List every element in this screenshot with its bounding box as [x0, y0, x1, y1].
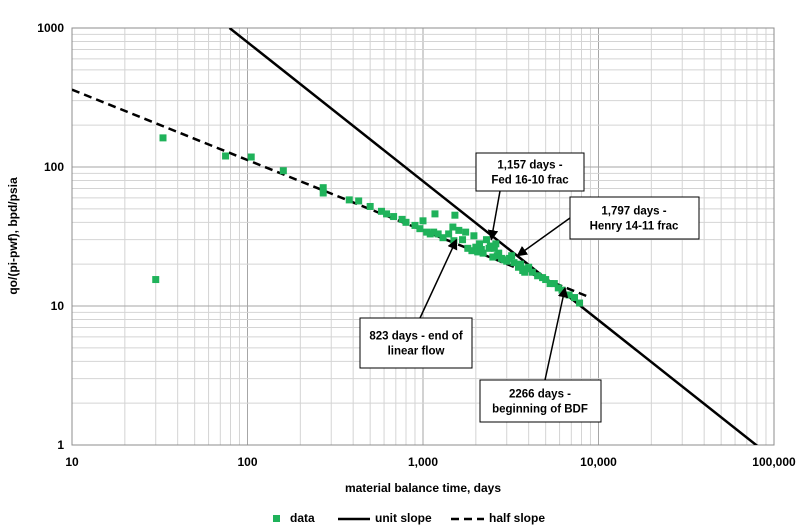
data-point: [402, 218, 410, 226]
data-point: [534, 272, 542, 280]
annotation: 1,157 days - Fed 16-10 frac: [475, 152, 585, 241]
data-point: [492, 240, 500, 248]
data-point: [449, 223, 457, 231]
annotation-arrow: [419, 238, 458, 319]
x-tick-label: 10,000: [580, 455, 617, 469]
annotation-arrow: [516, 217, 571, 257]
x-axis-title: material balance time, days: [345, 481, 501, 495]
annotation-box: [479, 379, 602, 423]
data-point: [510, 259, 518, 267]
data-points: [152, 134, 584, 307]
data-point: [279, 167, 287, 175]
data-point: [528, 268, 536, 276]
plot-border: [71, 27, 775, 446]
annotation: 823 days - end of linear flow: [359, 238, 473, 369]
annotation-text: 1,157 days -: [497, 160, 562, 172]
y-tick-label: 10: [51, 299, 65, 313]
annotation-arrow: [487, 190, 501, 241]
data-point: [366, 202, 374, 210]
half-slope-line: [72, 88, 591, 299]
annotation-arrow: [544, 286, 569, 381]
data-point: [489, 253, 497, 261]
legend-data-marker: [273, 515, 280, 522]
data-point: [542, 276, 550, 284]
x-tick-label: 100: [237, 455, 257, 469]
annotations: 1,157 days - Fed 16-10 frac 1,797 days - He…: [359, 152, 700, 423]
y-tick-label: 100: [44, 160, 64, 174]
annotation: 2266 days - beginning of BDF: [479, 286, 602, 423]
x-tick-labels: 10 100 1,000 10,000 100,000: [65, 455, 796, 469]
data-point: [576, 299, 584, 307]
data-point: [423, 228, 431, 236]
y-axis-title: qo/(pi-pwf), bpd/psia: [6, 177, 20, 295]
annotation: 1,797 days - Henry 14-11 frac: [516, 196, 700, 257]
annotation-box: [359, 317, 473, 369]
data-point: [459, 236, 467, 244]
data-point: [482, 236, 490, 244]
data-point: [517, 260, 525, 268]
data-point: [431, 210, 439, 218]
legend: data unit slope half slope: [273, 511, 545, 525]
data-point: [546, 280, 554, 288]
data-point: [411, 221, 419, 229]
data-point: [451, 211, 459, 219]
data-point: [462, 228, 470, 236]
annotation-text: 823 days - end of: [369, 331, 462, 343]
y-tick-labels: 1 10 100 1000: [37, 21, 64, 452]
y-tick-label: 1000: [37, 21, 64, 35]
legend-data-label: data: [290, 511, 315, 525]
data-point: [383, 210, 391, 218]
data-point: [430, 228, 438, 236]
data-point: [508, 252, 516, 260]
data-point: [571, 294, 579, 302]
data-point: [222, 152, 230, 160]
data-point: [495, 249, 503, 257]
x-tick-label: 1,000: [408, 455, 438, 469]
annotation-text: Henry 14-11 frac: [590, 221, 679, 233]
data-point: [355, 197, 363, 205]
data-point: [345, 196, 353, 204]
y-tick-label: 1: [57, 438, 64, 452]
annotation-text: beginning of BDF: [492, 404, 588, 416]
data-point: [490, 244, 498, 252]
data-point: [398, 215, 406, 223]
data-point: [377, 207, 385, 215]
data-point: [565, 291, 573, 299]
grid-lines: [71, 28, 774, 446]
data-point: [439, 234, 447, 242]
data-point: [152, 276, 160, 284]
annotation-text: 1,797 days -: [601, 206, 666, 218]
data-point: [468, 247, 476, 255]
data-point: [419, 217, 427, 225]
data-point: [319, 189, 327, 197]
data-point: [476, 240, 484, 248]
x-tick-label: 10: [65, 455, 79, 469]
legend-unit-slope-label: unit slope: [375, 511, 432, 525]
data-point: [247, 153, 255, 161]
data-point: [416, 225, 424, 233]
data-point: [472, 243, 480, 251]
data-point: [486, 242, 494, 250]
data-point: [479, 249, 487, 257]
data-point: [464, 244, 472, 252]
data-point: [159, 134, 167, 142]
data-point: [474, 248, 482, 256]
data-point: [434, 230, 442, 238]
data-point: [477, 245, 485, 253]
data-point: [390, 213, 398, 221]
legend-half-slope-label: half slope: [489, 511, 545, 525]
annotation-box: [475, 152, 585, 192]
annotation-text: linear flow: [388, 346, 445, 358]
data-point: [319, 184, 327, 192]
x-tick-label: 100,000: [752, 455, 796, 469]
annotation-text: 2266 days -: [509, 389, 571, 401]
annotation-text: Fed 16-10 frac: [491, 175, 569, 187]
annotation-box: [569, 196, 700, 240]
data-point: [550, 280, 558, 288]
data-point: [470, 232, 478, 240]
data-point: [525, 263, 533, 271]
data-point: [455, 226, 463, 234]
data-point: [445, 230, 453, 238]
